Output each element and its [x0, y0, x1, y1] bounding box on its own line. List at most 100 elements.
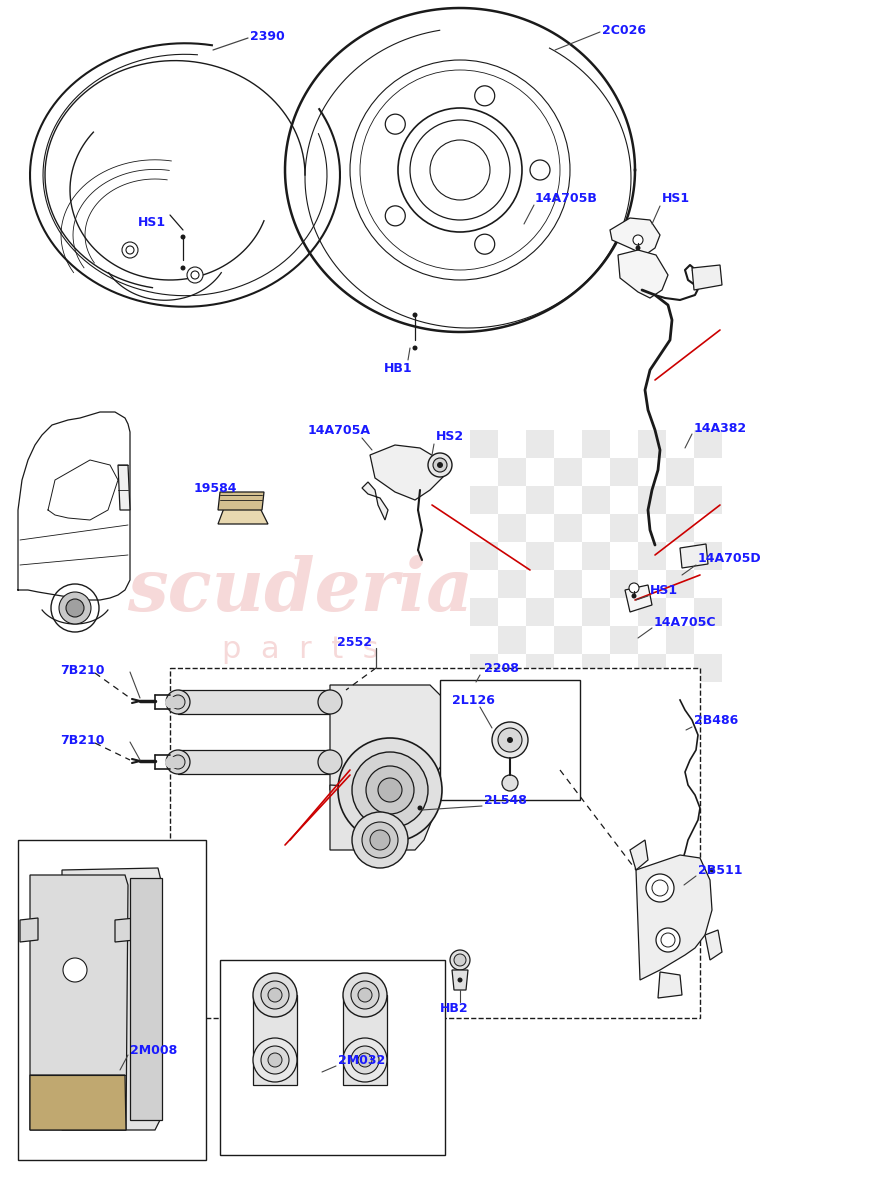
Bar: [470, 430, 498, 458]
Circle shape: [268, 1054, 282, 1067]
Circle shape: [318, 750, 342, 774]
Polygon shape: [370, 445, 445, 500]
Polygon shape: [218, 492, 264, 510]
Polygon shape: [130, 878, 162, 1120]
Circle shape: [352, 812, 408, 868]
Bar: [666, 570, 694, 598]
Polygon shape: [362, 482, 388, 520]
Circle shape: [268, 988, 282, 1002]
Bar: [554, 514, 582, 542]
Bar: [582, 542, 610, 570]
Circle shape: [492, 722, 528, 758]
Bar: [470, 654, 498, 682]
Bar: [638, 542, 666, 570]
Circle shape: [338, 738, 442, 842]
Text: 2390: 2390: [250, 30, 285, 42]
Bar: [498, 514, 526, 542]
Bar: [582, 654, 610, 682]
Text: HS2: HS2: [436, 430, 464, 443]
Bar: [526, 542, 554, 570]
Bar: [170, 668, 700, 1018]
Circle shape: [122, 242, 138, 258]
Circle shape: [474, 86, 494, 106]
Circle shape: [457, 978, 462, 983]
Circle shape: [413, 346, 417, 350]
Bar: [638, 430, 666, 458]
Text: 2L548: 2L548: [484, 793, 527, 806]
Text: 14A705B: 14A705B: [535, 192, 598, 204]
Circle shape: [63, 958, 87, 982]
Circle shape: [343, 973, 387, 1018]
Bar: [526, 598, 554, 626]
Circle shape: [709, 868, 714, 872]
Polygon shape: [118, 464, 130, 510]
Polygon shape: [62, 868, 162, 1130]
Polygon shape: [692, 265, 722, 290]
Circle shape: [358, 988, 372, 1002]
Text: 14A705C: 14A705C: [654, 616, 717, 629]
Bar: [470, 598, 498, 626]
Circle shape: [181, 234, 185, 240]
Bar: [638, 598, 666, 626]
Bar: [610, 458, 638, 486]
Circle shape: [656, 928, 680, 952]
Circle shape: [378, 778, 402, 802]
Circle shape: [454, 954, 466, 966]
Text: 14A705D: 14A705D: [698, 552, 761, 564]
Bar: [498, 626, 526, 654]
Circle shape: [632, 594, 636, 599]
Bar: [694, 654, 722, 682]
Polygon shape: [218, 508, 268, 524]
Polygon shape: [680, 544, 708, 568]
Polygon shape: [630, 840, 648, 870]
Circle shape: [646, 874, 674, 902]
Bar: [666, 458, 694, 486]
Circle shape: [166, 690, 190, 714]
Polygon shape: [610, 218, 660, 254]
Circle shape: [385, 114, 405, 134]
Bar: [638, 654, 666, 682]
Bar: [470, 542, 498, 570]
Text: p  a  r  t  s: p a r t s: [222, 636, 378, 665]
Bar: [526, 654, 554, 682]
Circle shape: [253, 1038, 297, 1082]
Bar: [470, 486, 498, 514]
Polygon shape: [178, 690, 330, 714]
Circle shape: [498, 728, 522, 752]
Polygon shape: [705, 930, 722, 960]
Polygon shape: [30, 875, 128, 1130]
Text: scuderia: scuderia: [127, 554, 473, 625]
Text: HB1: HB1: [384, 361, 413, 374]
Polygon shape: [618, 250, 668, 298]
Circle shape: [629, 583, 639, 593]
Bar: [694, 486, 722, 514]
Circle shape: [450, 950, 470, 970]
Polygon shape: [343, 995, 387, 1085]
Polygon shape: [636, 854, 712, 980]
Text: 7B210: 7B210: [60, 733, 104, 746]
Polygon shape: [178, 750, 330, 774]
Text: HB2: HB2: [440, 1002, 468, 1014]
Polygon shape: [330, 685, 445, 790]
Bar: [610, 514, 638, 542]
Text: 2B511: 2B511: [698, 864, 742, 876]
Text: 2C026: 2C026: [602, 24, 646, 36]
Circle shape: [413, 312, 417, 318]
Bar: [554, 626, 582, 654]
Bar: [526, 430, 554, 458]
Bar: [554, 458, 582, 486]
Circle shape: [385, 206, 405, 226]
Circle shape: [318, 690, 342, 714]
Circle shape: [351, 1046, 379, 1074]
Text: 19584: 19584: [194, 481, 237, 494]
Circle shape: [171, 695, 185, 709]
Polygon shape: [115, 918, 135, 942]
Bar: [610, 626, 638, 654]
Circle shape: [261, 1046, 289, 1074]
Circle shape: [358, 1054, 372, 1067]
Text: 2M008: 2M008: [130, 1044, 177, 1056]
Text: 2208: 2208: [484, 661, 519, 674]
Circle shape: [417, 805, 422, 810]
Text: 2B486: 2B486: [694, 714, 739, 726]
Circle shape: [187, 266, 203, 283]
